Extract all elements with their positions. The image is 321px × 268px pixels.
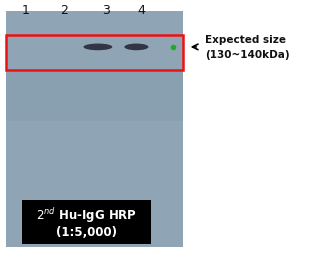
Text: 4: 4 xyxy=(137,4,145,17)
Text: (130~140kDa): (130~140kDa) xyxy=(205,50,290,60)
Text: $2^{nd}$ Hu-IgG HRP: $2^{nd}$ Hu-IgG HRP xyxy=(36,206,137,225)
Bar xyxy=(6,35,183,70)
Text: 3: 3 xyxy=(102,4,110,17)
Text: 2: 2 xyxy=(60,4,68,17)
Bar xyxy=(6,72,183,121)
Ellipse shape xyxy=(83,44,112,50)
Text: Expected size: Expected size xyxy=(205,35,286,45)
Bar xyxy=(6,11,183,247)
Text: (1:5,000): (1:5,000) xyxy=(56,226,117,239)
Ellipse shape xyxy=(125,44,148,50)
Text: 1: 1 xyxy=(22,4,30,17)
Bar xyxy=(22,200,151,244)
